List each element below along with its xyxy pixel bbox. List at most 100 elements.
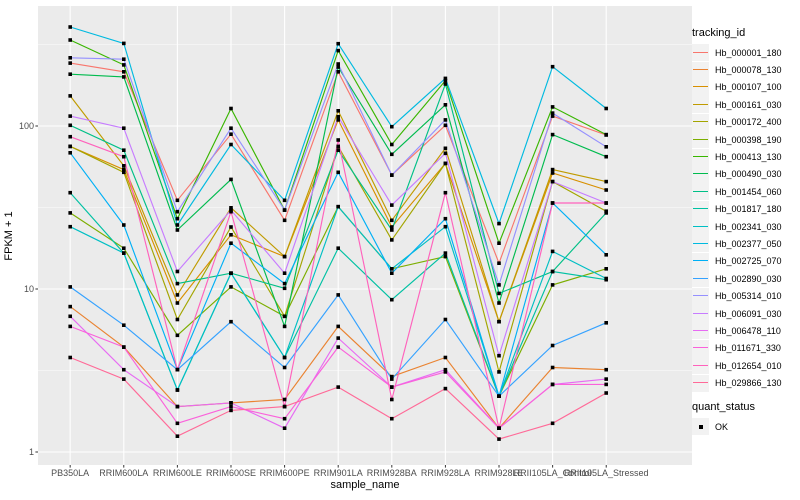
legend-item-Hb_000398_190[interactable]: Hb_000398_190 bbox=[692, 131, 798, 149]
data-point[interactable] bbox=[175, 421, 180, 426]
data-point[interactable] bbox=[175, 216, 180, 221]
data-point[interactable] bbox=[122, 148, 126, 152]
data-point[interactable] bbox=[282, 198, 287, 203]
data-point[interactable] bbox=[443, 118, 448, 122]
data-point[interactable] bbox=[229, 106, 233, 111]
data-point[interactable] bbox=[390, 203, 394, 207]
data-point[interactable] bbox=[122, 323, 126, 327]
data-point[interactable] bbox=[336, 138, 340, 142]
data-point[interactable] bbox=[282, 281, 287, 286]
data-point[interactable] bbox=[122, 41, 126, 46]
data-point[interactable] bbox=[68, 72, 72, 76]
data-point[interactable] bbox=[229, 319, 233, 324]
data-point[interactable] bbox=[175, 269, 180, 274]
data-point[interactable] bbox=[550, 269, 555, 274]
data-point[interactable] bbox=[68, 114, 72, 118]
data-point[interactable] bbox=[282, 416, 287, 421]
data-point[interactable] bbox=[336, 114, 340, 119]
data-point[interactable] bbox=[122, 223, 126, 227]
data-point[interactable] bbox=[497, 261, 501, 265]
data-point[interactable] bbox=[229, 209, 233, 214]
data-point[interactable] bbox=[336, 70, 340, 74]
data-point[interactable] bbox=[443, 254, 448, 259]
data-point[interactable] bbox=[282, 324, 287, 329]
data-point[interactable] bbox=[68, 224, 72, 229]
data-point[interactable] bbox=[497, 241, 501, 245]
data-point[interactable] bbox=[443, 161, 448, 166]
data-point[interactable] bbox=[336, 144, 340, 149]
data-point[interactable] bbox=[175, 223, 180, 227]
data-point[interactable] bbox=[443, 370, 448, 374]
data-point[interactable] bbox=[336, 118, 340, 122]
data-point[interactable] bbox=[122, 63, 126, 67]
data-point[interactable] bbox=[282, 314, 287, 319]
data-point[interactable] bbox=[336, 148, 340, 152]
data-point[interactable] bbox=[604, 253, 608, 257]
data-point[interactable] bbox=[229, 142, 233, 147]
legend-item-Hb_029866_130[interactable]: Hb_029866_130 bbox=[692, 374, 798, 392]
data-point[interactable] bbox=[229, 233, 233, 237]
data-point[interactable] bbox=[390, 397, 394, 402]
data-point[interactable] bbox=[336, 246, 340, 250]
data-point[interactable] bbox=[282, 218, 287, 223]
data-point[interactable] bbox=[122, 167, 126, 172]
data-point[interactable] bbox=[497, 301, 501, 305]
data-point[interactable] bbox=[550, 111, 555, 115]
data-point[interactable] bbox=[122, 345, 126, 349]
data-point[interactable] bbox=[122, 57, 126, 61]
data-point[interactable] bbox=[229, 401, 233, 405]
legend-item-Hb_000161_030[interactable]: Hb_000161_030 bbox=[692, 96, 798, 114]
data-point[interactable] bbox=[497, 291, 501, 296]
data-point[interactable] bbox=[443, 78, 448, 83]
data-point[interactable] bbox=[229, 225, 233, 229]
data-point[interactable] bbox=[497, 437, 501, 441]
data-point[interactable] bbox=[68, 314, 72, 319]
data-point[interactable] bbox=[282, 365, 287, 370]
data-point[interactable] bbox=[229, 404, 233, 409]
data-point[interactable] bbox=[122, 251, 126, 255]
data-point[interactable] bbox=[336, 324, 340, 329]
data-point[interactable] bbox=[282, 355, 287, 360]
data-point[interactable] bbox=[175, 434, 180, 438]
data-point[interactable] bbox=[336, 170, 340, 175]
data-point[interactable] bbox=[390, 218, 394, 223]
data-point[interactable] bbox=[550, 201, 555, 205]
data-point[interactable] bbox=[443, 151, 448, 156]
data-point[interactable] bbox=[443, 355, 448, 360]
data-point[interactable] bbox=[497, 353, 501, 358]
data-point[interactable] bbox=[68, 285, 72, 289]
data-point[interactable] bbox=[336, 204, 340, 209]
data-point[interactable] bbox=[550, 167, 555, 172]
legend-item-Hb_000172_400[interactable]: Hb_000172_400 bbox=[692, 113, 798, 131]
data-point[interactable] bbox=[604, 188, 608, 192]
legend-item-Hb_006091_030[interactable]: Hb_006091_030 bbox=[692, 305, 798, 323]
data-point[interactable] bbox=[122, 164, 126, 168]
data-point[interactable] bbox=[443, 317, 448, 322]
data-point[interactable] bbox=[175, 388, 180, 392]
data-point[interactable] bbox=[68, 94, 72, 98]
legend-item-Hb_000078_130[interactable]: Hb_000078_130 bbox=[692, 61, 798, 79]
data-point[interactable] bbox=[604, 201, 608, 205]
data-point[interactable] bbox=[336, 41, 340, 46]
data-point[interactable] bbox=[550, 171, 555, 175]
data-point[interactable] bbox=[550, 421, 555, 426]
data-point[interactable] bbox=[336, 48, 340, 53]
data-point[interactable] bbox=[443, 103, 448, 107]
data-point[interactable] bbox=[68, 61, 72, 65]
data-point[interactable] bbox=[390, 377, 394, 381]
data-point[interactable] bbox=[604, 391, 608, 395]
data-point[interactable] bbox=[122, 170, 126, 175]
data-point[interactable] bbox=[390, 142, 394, 147]
data-point[interactable] bbox=[390, 228, 394, 232]
data-point[interactable] bbox=[68, 190, 72, 195]
data-point[interactable] bbox=[282, 271, 287, 275]
data-point[interactable] bbox=[68, 25, 72, 29]
legend-item-Hb_000413_130[interactable]: Hb_000413_130 bbox=[692, 148, 798, 166]
data-point[interactable] bbox=[390, 238, 394, 242]
data-point[interactable] bbox=[604, 267, 608, 271]
legend-item-ok[interactable]: OK bbox=[692, 418, 798, 435]
data-point[interactable] bbox=[550, 382, 555, 387]
data-point[interactable] bbox=[175, 317, 180, 322]
data-point[interactable] bbox=[443, 76, 448, 81]
legend-item-Hb_012654_010[interactable]: Hb_012654_010 bbox=[692, 357, 798, 375]
